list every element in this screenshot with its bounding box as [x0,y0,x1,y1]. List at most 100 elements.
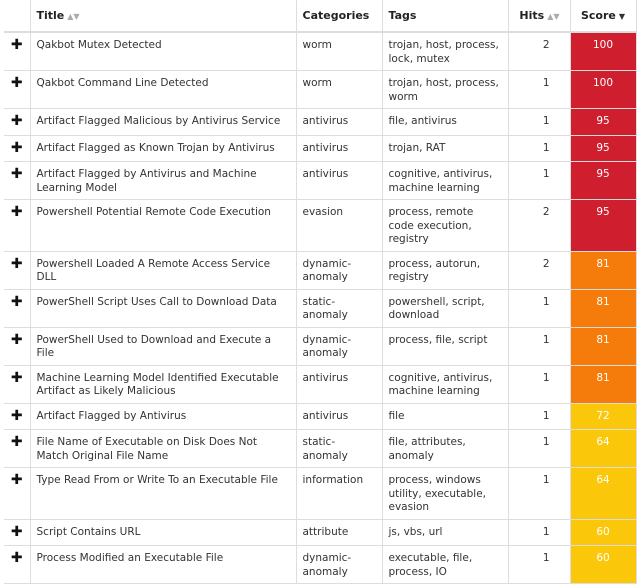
expand-cell[interactable]: ✚ [4,365,31,404]
signature-score-badge: 100 [570,70,637,109]
expand-cell[interactable]: ✚ [4,467,31,520]
signature-tags: file, antivirus [382,108,509,136]
signature-hits: 1 [508,429,571,468]
expand-cell[interactable]: ✚ [4,545,31,584]
signature-score-badge: 81 [570,289,637,328]
expand-plus-icon[interactable]: ✚ [10,550,23,566]
signature-category: worm [296,70,383,109]
expand-cell[interactable]: ✚ [4,429,31,468]
table-row[interactable]: ✚ Qakbot Mutex Detected worm trojan, host, … [4,32,637,71]
signature-category: evasion [296,199,383,252]
expand-plus-icon[interactable]: ✚ [10,37,23,53]
table-row[interactable]: ✚ Machine Learning Model Identified Execu… [4,365,637,404]
expand-plus-icon[interactable]: ✚ [10,139,23,156]
expand-plus-icon[interactable]: ✚ [10,407,23,424]
table-row[interactable]: ✚ Powershell Loaded A Remote Access Servi… [4,251,637,290]
expand-plus-icon[interactable]: ✚ [10,369,23,386]
signature-title: Artifact Flagged Malicious by Antivirus … [30,108,297,136]
signature-tags: trojan, host, process, worm [382,70,509,109]
table-row[interactable]: ✚ Powershell Potential Remote Code Execut… [4,199,637,252]
signature-category: antivirus [296,161,383,200]
table-row[interactable]: ✚ File Name of Executable on Disk Does No… [4,429,637,468]
expand-plus-icon[interactable]: ✚ [10,472,23,488]
table-body: ✚ Qakbot Mutex Detected worm trojan, host, … [4,32,637,584]
signature-tags: executable, file, process, IO [382,545,509,584]
signature-hits: 2 [508,199,571,252]
signature-tags: process, remote code execution, registry [382,199,509,252]
hits-column-header[interactable]: Hits ▲▼ [508,0,571,33]
expand-plus-icon[interactable]: ✚ [10,255,23,272]
expand-cell[interactable]: ✚ [4,32,31,71]
signature-tags: cognitive, antivirus, machine learning [382,365,509,404]
table-row[interactable]: ✚ PowerShell Used to Download and Execute… [4,327,637,366]
signature-category: dynamic-anomaly [296,327,383,366]
tags-column-header: Tags [382,0,509,33]
signature-score-badge: 95 [570,199,637,252]
table-row[interactable]: ✚ Script Contains URL attribute js, vbs, ur… [4,519,637,546]
signature-tags: file [382,403,509,430]
signature-category: static-anomaly [296,429,383,468]
expand-cell[interactable]: ✚ [4,135,31,162]
signature-hits: 2 [508,251,571,290]
expand-cell[interactable]: ✚ [4,161,31,200]
signature-tags: powershell, script, download [382,289,509,328]
signature-score-badge: 60 [570,519,637,546]
signature-tags: process, windows utility, executable, ev… [382,467,509,520]
sort-both-icon: ▲▼ [547,12,560,21]
signature-title: Artifact Flagged by Antivirus and Machin… [30,161,297,200]
signature-category: antivirus [296,108,383,136]
expand-cell[interactable]: ✚ [4,327,31,366]
signature-score-badge: 64 [570,429,637,468]
signature-title: Type Read From or Write To an Executable… [30,467,297,520]
table-row[interactable]: ✚ Artifact Flagged by Antivirus antivirus f… [4,403,637,430]
signature-tags: process, file, script [382,327,509,366]
expand-plus-icon[interactable]: ✚ [10,331,23,348]
signature-tags: file, attributes, anomaly [382,429,509,468]
signature-tags: trojan, host, process, lock, mutex [382,32,509,71]
title-column-header[interactable]: Title ▲▼ [30,0,297,33]
signature-hits: 1 [508,327,571,366]
signature-hits: 1 [508,467,571,520]
table-row[interactable]: ✚ Qakbot Command Line Detected worm trojan,… [4,70,637,109]
signature-hits: 1 [508,135,571,162]
table-row[interactable]: ✚ PowerShell Script Uses Call to Download… [4,289,637,328]
table-row[interactable]: ✚ Artifact Flagged Malicious by Antivirus… [4,108,637,136]
table-row[interactable]: ✚ Type Read From or Write To an Executabl… [4,467,637,520]
signature-score-badge: 72 [570,403,637,430]
sort-both-icon: ▲▼ [67,12,80,21]
expand-cell[interactable]: ✚ [4,519,31,546]
expand-plus-icon[interactable]: ✚ [10,75,23,91]
signature-title: Powershell Loaded A Remote Access Servic… [30,251,297,290]
expand-cell[interactable]: ✚ [4,403,31,430]
score-column-header[interactable]: Score ▼ [570,0,637,33]
table-row[interactable]: ✚ Process Modified an Executable File dyna… [4,545,637,584]
signature-category: antivirus [296,135,383,162]
expand-plus-icon[interactable]: ✚ [10,523,23,540]
expand-plus-icon[interactable]: ✚ [10,113,23,129]
categories-column-header: Categories [296,0,383,33]
signature-tags: process, autorun, registry [382,251,509,290]
expand-plus-icon[interactable]: ✚ [10,166,23,182]
signature-title: Qakbot Command Line Detected [30,70,297,109]
signature-score-badge: 95 [570,108,637,136]
signature-category: dynamic-anomaly [296,251,383,290]
table-row[interactable]: ✚ Artifact Flagged as Known Trojan by Ant… [4,135,637,162]
expand-cell[interactable]: ✚ [4,70,31,109]
expand-cell[interactable]: ✚ [4,108,31,136]
signature-tags: js, vbs, url [382,519,509,546]
signature-title: Qakbot Mutex Detected [30,32,297,71]
expand-cell[interactable]: ✚ [4,289,31,328]
expand-cell[interactable]: ✚ [4,251,31,290]
signature-title: Powershell Potential Remote Code Executi… [30,199,297,252]
expand-plus-icon[interactable]: ✚ [10,204,23,220]
signature-score-badge: 100 [570,32,637,71]
signature-title: PowerShell Script Uses Call to Download … [30,289,297,328]
signature-score-badge: 60 [570,545,637,584]
signature-tags: trojan, RAT [382,135,509,162]
expand-cell[interactable]: ✚ [4,199,31,252]
table-header: Title ▲▼ Categories Tags Hits ▲▼ Score ▼ [4,0,637,33]
signature-hits: 1 [508,70,571,109]
expand-plus-icon[interactable]: ✚ [10,434,23,450]
expand-plus-icon[interactable]: ✚ [10,293,23,310]
table-row[interactable]: ✚ Artifact Flagged by Antivirus and Machi… [4,161,637,200]
